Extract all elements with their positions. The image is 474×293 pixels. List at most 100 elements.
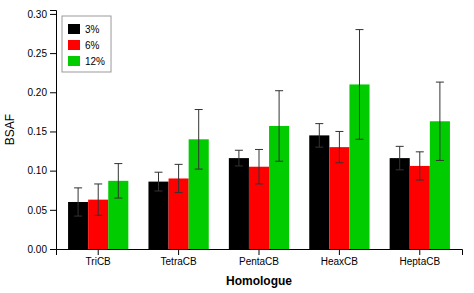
error-bar-cap — [355, 139, 363, 140]
legend-swatch — [68, 56, 80, 66]
tick-mark — [50, 131, 56, 132]
legend-frame — [62, 16, 111, 72]
x-tick: TetraCB — [161, 249, 197, 267]
legend-label: 3% — [85, 24, 100, 35]
error-bar — [255, 149, 263, 183]
y-tick: 0.05 — [28, 205, 56, 216]
y-axis-title: BSAF — [3, 114, 17, 145]
error-bar-stem — [78, 188, 79, 216]
error-bar-cap — [315, 123, 323, 124]
error-bar — [235, 150, 243, 166]
error-bar-cap — [74, 187, 82, 188]
error-bar-stem — [158, 172, 159, 191]
error-bar-stem — [419, 152, 420, 180]
error-bar — [155, 172, 163, 191]
error-bar — [436, 82, 444, 160]
error-bar — [355, 30, 363, 140]
tick-mark — [98, 249, 99, 255]
tick-mark — [50, 14, 56, 15]
legend-item: 3% — [68, 24, 100, 35]
error-bar-stem — [279, 91, 280, 162]
tick-label: 0.10 — [28, 165, 48, 176]
error-bar-cap — [255, 183, 263, 184]
error-bar — [416, 152, 424, 180]
error-bar-cap — [175, 192, 183, 193]
x-tick: HeaxCB — [321, 249, 359, 267]
error-bar-cap — [396, 146, 404, 147]
error-bar-stem — [238, 150, 239, 166]
tick-label: HeptaCB — [400, 256, 441, 267]
error-bar-cap — [275, 161, 283, 162]
tick-label: TriCB — [86, 256, 112, 267]
error-bars — [74, 124, 404, 216]
error-bar-stem — [399, 146, 400, 170]
legend-label: 6% — [85, 40, 100, 51]
error-bar-cap — [155, 191, 163, 192]
error-bar-cap — [416, 180, 424, 181]
x-axis: TriCB TetraCB PentaCB HeaxCB HeptaCB — [57, 249, 463, 267]
legend-swatch — [68, 40, 80, 50]
error-bar-cap — [335, 162, 343, 163]
legend: 3% 6% 12% — [62, 16, 111, 72]
tick-label: 0.20 — [28, 87, 48, 98]
tick-label: 0.15 — [28, 126, 48, 137]
x-tick: PentaCB — [239, 249, 279, 267]
series — [108, 84, 450, 249]
series — [88, 147, 430, 249]
error-bar — [74, 188, 82, 216]
tick-mark — [259, 249, 260, 255]
error-bar — [275, 91, 283, 162]
tick-label: 0.00 — [28, 244, 48, 255]
plot: TriCB TetraCB PentaCB HeaxCB HeptaCB 0.00 0.05… — [28, 9, 463, 267]
error-bar-cap — [436, 160, 444, 161]
y-tick: 0.00 — [28, 244, 56, 255]
error-bar — [315, 124, 323, 148]
legend-item: 6% — [68, 40, 100, 51]
bar — [390, 158, 410, 249]
tick-mark — [178, 249, 179, 255]
tick-mark — [50, 171, 56, 172]
error-bar-cap — [195, 109, 203, 110]
error-bar-stem — [198, 110, 199, 170]
legend-label: 12% — [85, 56, 105, 67]
x-tick: TriCB — [86, 249, 112, 267]
y-tick: 0.30 — [28, 9, 56, 20]
error-bar-cap — [195, 169, 203, 170]
error-bar-stem — [319, 124, 320, 148]
bar — [309, 135, 329, 249]
axis-line — [50, 11, 57, 250]
error-bar-cap — [355, 29, 363, 30]
error-bar-cap — [74, 216, 82, 217]
x-axis-title: Homologue — [226, 274, 292, 288]
error-bar-cap — [235, 165, 243, 166]
error-bar — [396, 146, 404, 170]
tick-mark — [50, 249, 56, 250]
tick-label: PentaCB — [239, 256, 279, 267]
y-tick: 0.25 — [28, 48, 56, 59]
tick-label: 0.25 — [28, 48, 48, 59]
error-bar — [335, 131, 343, 162]
bar — [229, 158, 249, 249]
error-bars — [94, 131, 424, 215]
error-bar-cap — [416, 151, 424, 152]
tick-mark — [50, 92, 56, 93]
error-bars — [114, 30, 444, 198]
y-tick: 0.20 — [28, 87, 56, 98]
error-bar-stem — [98, 184, 99, 215]
error-bar-cap — [175, 164, 183, 165]
error-bar-cap — [396, 169, 404, 170]
error-bar-stem — [259, 149, 260, 183]
error-bar — [195, 110, 203, 170]
error-bar — [114, 164, 122, 198]
error-bar-cap — [114, 163, 122, 164]
error-bar — [94, 184, 102, 215]
error-bar-cap — [315, 147, 323, 148]
tick-label: HeaxCB — [321, 256, 359, 267]
chart-container: TriCB TetraCB PentaCB HeaxCB HeptaCB 0.00 0.05… — [0, 0, 474, 293]
tick-mark — [339, 249, 340, 255]
error-bar-cap — [436, 82, 444, 83]
y-axis: 0.00 0.05 0.10 0.15 0.20 0.25 0.30 — [28, 9, 57, 255]
error-bar — [175, 164, 183, 192]
error-bar-stem — [178, 164, 179, 192]
tick-label: 0.30 — [28, 9, 48, 20]
